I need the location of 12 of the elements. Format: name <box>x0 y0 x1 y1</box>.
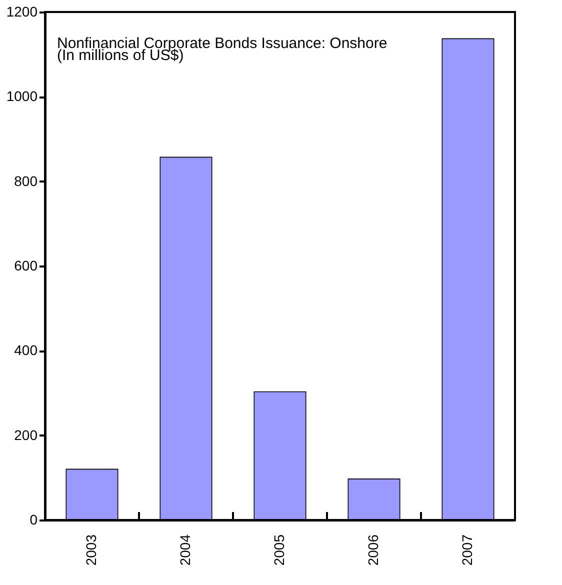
y-tick-label: 600 <box>14 258 38 274</box>
x-tick-label: 2005 <box>271 534 287 566</box>
y-tick-label: 1200 <box>6 4 38 20</box>
x-tick-label: 2003 <box>83 534 99 566</box>
y-tick-label: 0 <box>30 512 38 528</box>
y-tick-label: 1000 <box>6 88 38 104</box>
y-tick-label: 800 <box>14 172 38 189</box>
x-tick-label: 2007 <box>459 534 475 566</box>
x-tick-label: 2006 <box>365 534 381 566</box>
y-tick-label: 200 <box>14 426 38 443</box>
y-tick-label: 400 <box>14 342 38 358</box>
x-tick-label: 2004 <box>177 534 193 566</box>
